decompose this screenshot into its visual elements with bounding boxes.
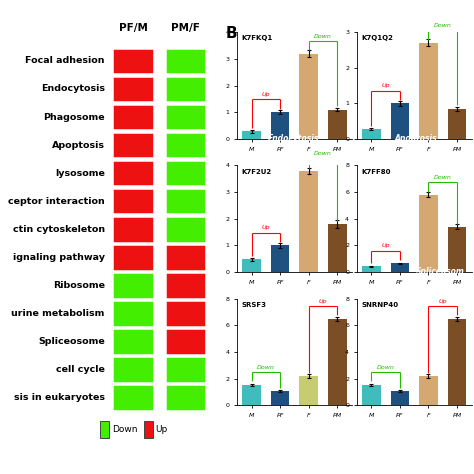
Bar: [419, 43, 438, 139]
Text: Apoptosis: Apoptosis: [394, 134, 437, 143]
Text: PM/F: PM/F: [171, 23, 200, 33]
FancyBboxPatch shape: [112, 76, 154, 102]
FancyBboxPatch shape: [164, 132, 206, 158]
Text: Up: Up: [319, 299, 328, 304]
Text: B: B: [226, 26, 237, 41]
Text: Down: Down: [314, 151, 332, 156]
Text: cell cycle: cell cycle: [56, 365, 105, 374]
Bar: [271, 391, 290, 405]
Text: Spliceosom: Spliceosom: [416, 267, 465, 276]
Text: Up: Up: [381, 83, 390, 89]
FancyBboxPatch shape: [112, 48, 154, 74]
Bar: [448, 109, 466, 139]
FancyBboxPatch shape: [112, 244, 154, 271]
Bar: [242, 131, 261, 139]
Bar: [448, 319, 466, 405]
Text: ignaling pathway: ignaling pathway: [13, 253, 105, 262]
Bar: [300, 171, 318, 272]
FancyBboxPatch shape: [112, 160, 154, 186]
FancyBboxPatch shape: [164, 328, 206, 355]
Bar: [391, 391, 409, 405]
FancyBboxPatch shape: [112, 384, 154, 411]
Text: Endocytosis: Endocytosis: [268, 134, 319, 143]
Bar: [271, 246, 290, 272]
Text: sis in eukaryotes: sis in eukaryotes: [14, 393, 105, 402]
Bar: [328, 224, 346, 272]
Text: Up: Up: [155, 426, 167, 435]
FancyBboxPatch shape: [164, 384, 206, 411]
Text: PF/M: PF/M: [118, 23, 147, 33]
Bar: [419, 195, 438, 272]
Text: Up: Up: [262, 226, 270, 230]
Text: Apoptosis: Apoptosis: [52, 141, 105, 150]
Text: Phagosome: Phagosome: [43, 112, 105, 121]
FancyBboxPatch shape: [164, 300, 206, 327]
Text: SRSF3: SRSF3: [242, 302, 266, 308]
Text: urine metabolism: urine metabolism: [11, 309, 105, 318]
FancyBboxPatch shape: [100, 421, 109, 438]
Text: ctin cytoskeleton: ctin cytoskeleton: [12, 225, 105, 234]
FancyBboxPatch shape: [164, 76, 206, 102]
FancyBboxPatch shape: [164, 160, 206, 186]
Text: Down: Down: [112, 426, 137, 435]
FancyBboxPatch shape: [112, 300, 154, 327]
Bar: [300, 376, 318, 405]
FancyBboxPatch shape: [164, 244, 206, 271]
FancyBboxPatch shape: [164, 216, 206, 243]
Text: Down: Down: [434, 23, 452, 28]
FancyBboxPatch shape: [144, 421, 153, 438]
Text: SNRNP40: SNRNP40: [361, 302, 399, 308]
Text: ceptor interaction: ceptor interaction: [8, 197, 105, 206]
Text: Focal adhesion: Focal adhesion: [25, 56, 105, 65]
Text: lysosome: lysosome: [55, 169, 105, 178]
FancyBboxPatch shape: [112, 272, 154, 299]
Text: K7FF80: K7FF80: [361, 169, 391, 174]
Bar: [391, 264, 409, 272]
Bar: [242, 259, 261, 272]
Bar: [448, 227, 466, 272]
Text: K7F2U2: K7F2U2: [242, 169, 272, 174]
Bar: [242, 384, 261, 405]
Bar: [362, 384, 381, 405]
Bar: [328, 319, 346, 405]
Text: K7FKQ1: K7FKQ1: [242, 36, 273, 41]
Text: Up: Up: [381, 244, 390, 248]
FancyBboxPatch shape: [164, 48, 206, 74]
FancyBboxPatch shape: [112, 216, 154, 243]
Text: Endocytosis: Endocytosis: [41, 84, 105, 93]
FancyBboxPatch shape: [164, 272, 206, 299]
Text: Ribosome: Ribosome: [53, 281, 105, 290]
Text: K7Q1Q2: K7Q1Q2: [361, 36, 393, 41]
FancyBboxPatch shape: [112, 356, 154, 383]
Bar: [362, 266, 381, 272]
FancyBboxPatch shape: [112, 328, 154, 355]
Text: Down: Down: [434, 175, 452, 180]
Bar: [300, 54, 318, 139]
Text: Spliceosome: Spliceosome: [38, 337, 105, 346]
Text: Down: Down: [257, 365, 275, 370]
FancyBboxPatch shape: [164, 104, 206, 130]
Bar: [362, 129, 381, 139]
FancyBboxPatch shape: [112, 188, 154, 215]
Text: Focal adhesio: Focal adhesio: [406, 19, 465, 27]
FancyBboxPatch shape: [112, 132, 154, 158]
Text: Down: Down: [314, 34, 332, 39]
Text: Down: Down: [376, 365, 394, 370]
FancyBboxPatch shape: [112, 104, 154, 130]
FancyBboxPatch shape: [164, 356, 206, 383]
FancyBboxPatch shape: [164, 188, 206, 215]
Bar: [271, 112, 290, 139]
Bar: [328, 109, 346, 139]
Bar: [391, 103, 409, 139]
Text: Up: Up: [262, 92, 270, 97]
Bar: [419, 376, 438, 405]
Text: Up: Up: [438, 299, 447, 304]
